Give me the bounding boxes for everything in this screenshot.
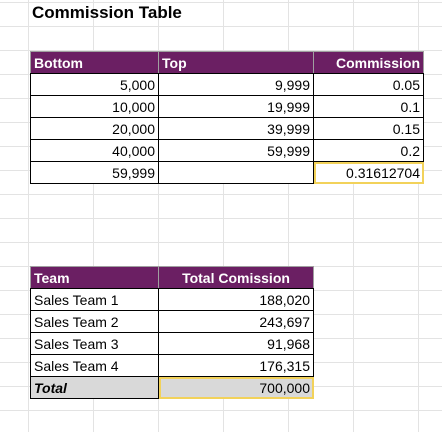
commission-table: Bottom Top Commission 5,000 9,999 0.05 1… bbox=[30, 51, 424, 184]
cell-commission[interactable]: 0.2 bbox=[313, 139, 424, 162]
cell-commission[interactable]: 0.1 bbox=[313, 95, 424, 118]
table-row: Sales Team 1 188,020 bbox=[30, 288, 314, 311]
cell-team[interactable]: Sales Team 1 bbox=[30, 288, 159, 311]
cell-bottom[interactable]: 5,000 bbox=[30, 73, 159, 96]
cell-top[interactable]: 19,999 bbox=[158, 95, 314, 118]
team-commission-table: Team Total Comission Sales Team 1 188,02… bbox=[30, 266, 314, 399]
lookup-row: 59,999 0.31612704 bbox=[30, 161, 424, 184]
table-row: 10,000 19,999 0.1 bbox=[30, 95, 424, 118]
total-row: Total 700,000 bbox=[30, 376, 314, 399]
cell-bottom[interactable]: 10,000 bbox=[30, 95, 159, 118]
cell-team[interactable]: Sales Team 2 bbox=[30, 310, 159, 333]
cell-commission[interactable]: 0.15 bbox=[313, 117, 424, 140]
table-row: 40,000 59,999 0.2 bbox=[30, 139, 424, 162]
lookup-value-cell[interactable]: 59,999 bbox=[30, 161, 159, 184]
lookup-result-cell[interactable]: 0.31612704 bbox=[313, 161, 424, 184]
cell-top[interactable]: 39,999 bbox=[158, 117, 314, 140]
total-value-cell[interactable]: 700,000 bbox=[158, 376, 314, 399]
header-team[interactable]: Team bbox=[30, 266, 159, 289]
team-header-row: Team Total Comission bbox=[30, 266, 314, 289]
table-row: Sales Team 3 91,968 bbox=[30, 332, 314, 355]
cell-commission[interactable]: 0.05 bbox=[313, 73, 424, 96]
cell-team-commission[interactable]: 176,315 bbox=[158, 354, 314, 377]
cell-team-commission[interactable]: 188,020 bbox=[158, 288, 314, 311]
header-total-commission[interactable]: Total Comission bbox=[158, 266, 314, 289]
table-row: Sales Team 4 176,315 bbox=[30, 354, 314, 377]
table-row: 5,000 9,999 0.05 bbox=[30, 73, 424, 96]
cell-top[interactable]: 59,999 bbox=[158, 139, 314, 162]
cell-team-commission[interactable]: 91,968 bbox=[158, 332, 314, 355]
total-label-cell[interactable]: Total bbox=[30, 376, 159, 399]
cell-bottom[interactable]: 40,000 bbox=[30, 139, 159, 162]
table-row: 20,000 39,999 0.15 bbox=[30, 117, 424, 140]
sheet-title[interactable]: Commission Table bbox=[32, 3, 182, 22]
commission-header-row: Bottom Top Commission bbox=[30, 51, 424, 74]
cell-team-commission[interactable]: 243,697 bbox=[158, 310, 314, 333]
header-bottom[interactable]: Bottom bbox=[30, 51, 159, 74]
lookup-empty-cell[interactable] bbox=[158, 161, 314, 184]
cell-team[interactable]: Sales Team 3 bbox=[30, 332, 159, 355]
table-row: Sales Team 2 243,697 bbox=[30, 310, 314, 333]
cell-top[interactable]: 9,999 bbox=[158, 73, 314, 96]
cell-bottom[interactable]: 20,000 bbox=[30, 117, 159, 140]
header-commission[interactable]: Commission bbox=[313, 51, 424, 74]
header-top[interactable]: Top bbox=[158, 51, 314, 74]
cell-team[interactable]: Sales Team 4 bbox=[30, 354, 159, 377]
